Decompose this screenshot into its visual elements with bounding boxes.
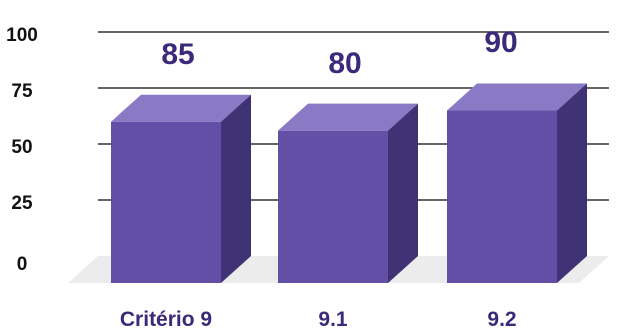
y-tick-label: 100 [6,25,38,46]
x-tick-label: 9.1 [318,308,348,331]
bar-top [278,103,418,131]
bar [278,103,418,284]
data-label: 85 [161,38,194,71]
y-axis-ticks: 0 25 50 75 100 [6,25,38,275]
data-labels: 85 80 90 [161,26,517,80]
data-label: 80 [328,47,361,80]
bar-top [111,94,251,122]
x-tick-label: 9.2 [487,308,516,331]
y-tick-label: 50 [11,137,32,158]
bar-front [447,110,557,284]
x-tick-label: Critério 9 [120,308,212,331]
x-axis-ticks: Critério 9 9.1 9.2 [120,308,517,331]
bars [111,83,587,284]
bar-side [388,103,418,284]
data-label: 90 [484,26,517,59]
bar-side [221,94,251,283]
bar [447,83,587,284]
y-tick-label: 0 [17,254,28,275]
bar-front [111,121,221,283]
bar-top [447,83,587,111]
bar [111,94,251,283]
y-tick-label: 75 [11,81,33,102]
bar-side [557,83,587,284]
y-tick-label: 25 [11,193,33,214]
bar-front [278,130,388,283]
